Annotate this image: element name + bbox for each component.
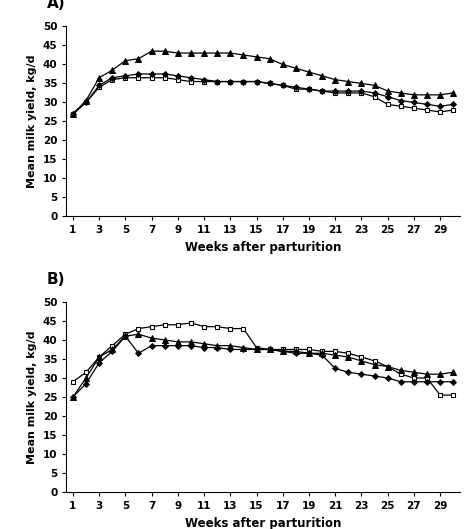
Y-axis label: Mean milk yield, kg/d: Mean milk yield, kg/d [27, 330, 37, 464]
X-axis label: Weeks after parturition: Weeks after parturition [185, 241, 341, 254]
Text: A): A) [46, 0, 65, 11]
Y-axis label: Mean milk yield, kg/d: Mean milk yield, kg/d [27, 54, 37, 188]
X-axis label: Weeks after parturition: Weeks after parturition [185, 516, 341, 529]
Text: B): B) [46, 272, 65, 287]
